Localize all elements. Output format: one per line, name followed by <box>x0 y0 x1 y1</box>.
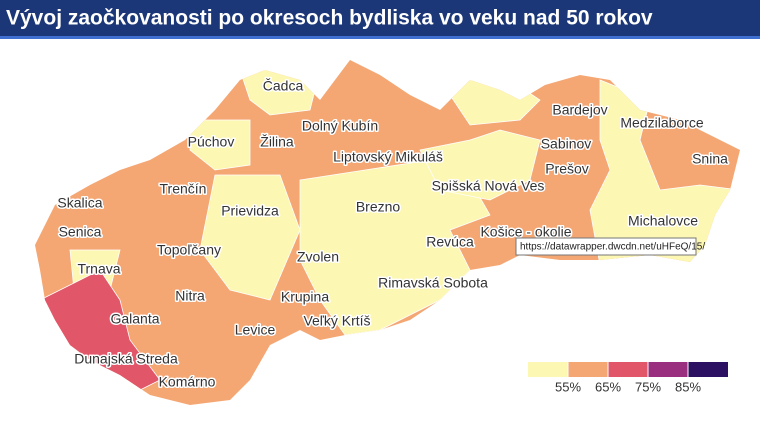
district-label: Veľký Krtíš <box>303 313 370 329</box>
district-label: Rimavská Sobota <box>378 275 488 291</box>
legend-swatch <box>608 362 648 377</box>
district-label: Čadca <box>263 78 304 94</box>
district-label: Sabinov <box>541 136 592 152</box>
tooltip-box <box>515 237 697 256</box>
district-label: Nitra <box>175 288 205 304</box>
legend-swatch <box>648 362 688 377</box>
district-label: Medzilaborce <box>620 115 703 131</box>
legend: 55% 65% 75% 85% <box>528 362 728 394</box>
legend-swatch <box>568 362 608 377</box>
legend-tick-label: 65% <box>595 379 621 394</box>
district-label: Levice <box>235 322 276 338</box>
district-label: Trnava <box>77 261 120 277</box>
legend-tick-label: 85% <box>675 379 701 394</box>
tooltip-text: https://datawrapper.dwcdn.net/uHFeQ/15/ <box>520 242 705 253</box>
legend-swatch <box>528 362 568 377</box>
tooltip: https://datawrapper.dwcdn.net/uHFeQ/15/ <box>515 237 705 256</box>
district-label: Trenčín <box>160 181 207 197</box>
district-label: Krupina <box>281 289 329 305</box>
district-label: Košice - okolie <box>480 224 571 240</box>
legend-tick-label: 75% <box>635 379 661 394</box>
legend-tick-label: 55% <box>555 379 581 394</box>
title-rule <box>0 36 760 39</box>
district-label: Prievidza <box>221 203 279 219</box>
district-label: Žilina <box>260 134 294 150</box>
district-label: Dolný Kubín <box>302 118 378 134</box>
district-label: Snina <box>692 151 728 167</box>
district-label: Liptovský Mikuláš <box>333 149 443 165</box>
district-label: Revúca <box>426 234 474 250</box>
district-label: Spišská Nová Ves <box>432 178 545 194</box>
district-label: Prešov <box>545 161 589 177</box>
district-label: Bardejov <box>552 102 607 118</box>
title-bar <box>0 0 760 36</box>
district-label: Topoľčany <box>157 242 221 258</box>
district-label: Galanta <box>110 311 159 327</box>
title: Vývoj zaočkovanosti po okresoch bydliska… <box>6 7 653 30</box>
district-label: Senica <box>59 224 102 240</box>
district-label: Dunajská Streda <box>74 351 178 367</box>
district-label: Skalica <box>57 195 102 211</box>
district-label: Púchov <box>188 134 235 150</box>
labels: Čadca Púchov Žilina Dolný Kubín Liptovský Mi… <box>56 76 730 391</box>
legend-swatch <box>688 362 728 377</box>
district-label: Brezno <box>356 199 401 215</box>
district-label: Michalovce <box>628 213 698 229</box>
district-label: Komárno <box>159 374 216 390</box>
district-label: Zvolen <box>297 249 339 265</box>
